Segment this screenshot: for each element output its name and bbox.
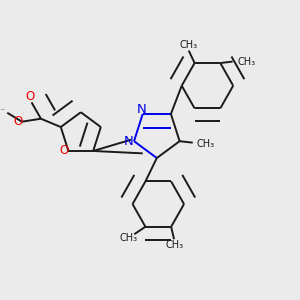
Text: CH₃: CH₃ xyxy=(120,233,138,243)
Text: O: O xyxy=(26,90,35,103)
Text: O: O xyxy=(13,115,22,128)
Text: N: N xyxy=(136,103,146,116)
Text: N: N xyxy=(124,135,134,148)
Text: CH₃: CH₃ xyxy=(196,139,214,149)
Text: CH₃: CH₃ xyxy=(166,240,184,250)
Text: CH₃: CH₃ xyxy=(180,40,198,50)
Text: O: O xyxy=(59,145,68,158)
Text: CH₃: CH₃ xyxy=(238,57,256,67)
Text: methyl: methyl xyxy=(1,109,6,110)
